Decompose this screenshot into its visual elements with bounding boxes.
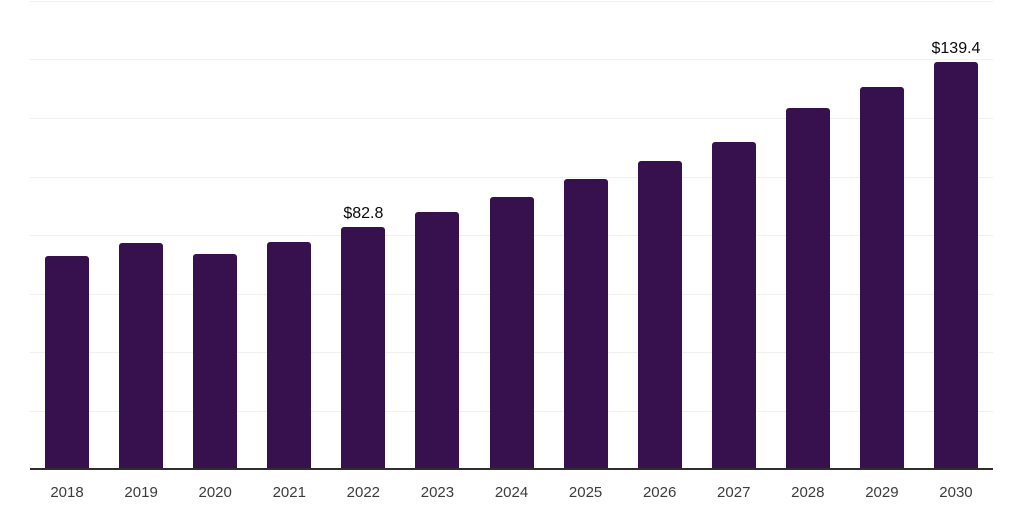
bar-2030 [933, 61, 978, 470]
bar-2025 [563, 178, 608, 470]
gridline-140 [30, 59, 993, 61]
bar-2027 [711, 141, 756, 470]
x-tick-label-2024: 2024 [494, 484, 529, 501]
bar-group-2021 [252, 241, 326, 470]
x-tick-label-2018: 2018 [50, 484, 84, 501]
x-tick-label-2022: 2022 [346, 484, 381, 501]
bar-2029 [859, 86, 904, 470]
x-tick-label-2026: 2026 [642, 484, 677, 501]
x-tick-label-2020: 2020 [198, 484, 232, 501]
bar-2028 [785, 107, 830, 470]
bar-group-2020 [178, 253, 252, 470]
bar-group-2024 [474, 196, 548, 470]
bar-2020 [193, 253, 238, 470]
bar-group-2019 [104, 243, 178, 470]
bar-2024 [489, 196, 534, 470]
bar-2023 [415, 211, 460, 470]
x-tick-label-2028: 2028 [791, 484, 825, 501]
bar-group-2029 [845, 86, 919, 470]
plot-area: $82.8 $139.4 [30, 0, 993, 470]
x-axis-labels: 2018 2019 2020 2021 2022 2023 2024 2025 2026 2027… [30, 484, 993, 502]
bar-2022 [341, 227, 386, 470]
bar-group-2028 [771, 107, 845, 470]
bar-group-2018 [30, 255, 104, 470]
bar-2018 [45, 255, 90, 470]
bar-group-2022: $82.8 [326, 205, 400, 470]
x-tick-label-2019: 2019 [124, 484, 158, 501]
x-tick-label-2021: 2021 [272, 484, 306, 501]
gridline-160 [30, 0, 993, 2]
gridline-100 [30, 176, 993, 178]
bars-layer: $82.8 $139.4 [30, 0, 993, 470]
x-tick-label-2030: 2030 [939, 484, 973, 501]
bar-group-2025 [549, 178, 623, 470]
bar-2021 [267, 241, 312, 470]
bar-2026 [637, 161, 682, 470]
bar-group-2026 [623, 161, 697, 470]
bar-group-2030: $139.4 [919, 40, 993, 470]
bar-value-label-2030: $139.4 [931, 39, 981, 57]
x-tick-label-2029: 2029 [865, 484, 899, 501]
x-tick-label-2023: 2023 [420, 484, 455, 501]
bar-group-2023 [400, 211, 474, 470]
x-tick-label-2025: 2025 [568, 484, 603, 501]
bar-group-2027 [697, 141, 771, 470]
bar-value-label-2022: $82.8 [343, 205, 384, 223]
x-axis-line [30, 468, 993, 470]
x-tick-label-2027: 2027 [717, 484, 751, 501]
gridline-120 [30, 118, 993, 120]
bar-2019 [119, 243, 164, 470]
